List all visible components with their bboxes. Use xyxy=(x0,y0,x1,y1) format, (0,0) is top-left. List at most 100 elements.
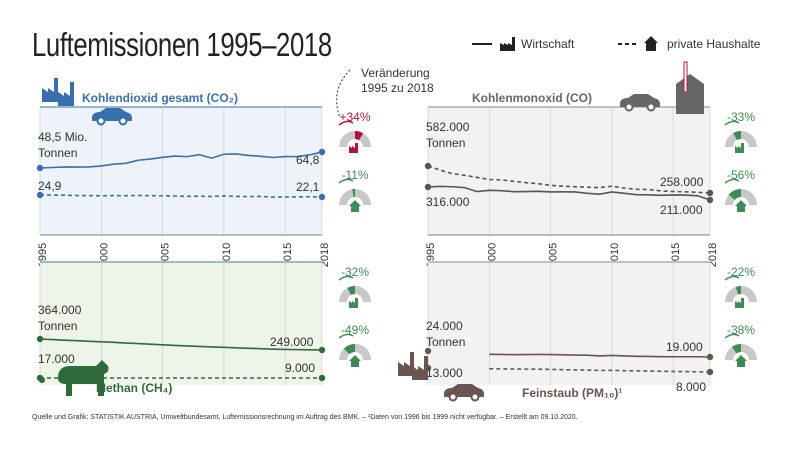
gauge-fill xyxy=(732,344,741,354)
co2-factory-icon xyxy=(42,78,58,102)
gauge-fill xyxy=(728,189,741,200)
series-start-point xyxy=(36,335,44,343)
change-gauge xyxy=(338,275,371,308)
data-label: Tonnen xyxy=(38,146,77,160)
gauge-fill xyxy=(735,286,741,295)
change-gauge xyxy=(724,178,757,212)
series-end-point xyxy=(706,353,714,361)
change-gauge xyxy=(338,178,371,212)
x-tick-label: 2000 xyxy=(98,243,110,267)
note-arrow xyxy=(336,69,351,119)
data-label: Tonnen xyxy=(38,319,77,333)
data-label: 13.000 xyxy=(426,366,463,380)
change-note: Veränderung 1995 zu 2018 xyxy=(361,66,434,95)
data-label: 24,9 xyxy=(38,179,62,193)
change-label: -22% xyxy=(727,265,755,279)
thermometer-icon xyxy=(683,61,688,93)
chart-title: Kohlenmonoxid (CO) xyxy=(472,91,592,105)
car-wheel-icon xyxy=(448,392,458,402)
source-footer: Quelle und Grafik: STATISTIK AUSTRIA, Um… xyxy=(32,414,578,421)
car-wheel-icon xyxy=(470,392,480,402)
factory-icon xyxy=(735,143,744,153)
data-label: 249.000 xyxy=(270,335,314,349)
series-start-point xyxy=(424,162,432,170)
change-label: -56% xyxy=(727,168,755,182)
change-gauge xyxy=(338,333,371,367)
x-tick-label: 2010 xyxy=(221,243,233,267)
data-label: 19.000 xyxy=(666,340,703,354)
x-tick-label: 2015 xyxy=(670,243,682,267)
gauge-fill xyxy=(733,131,741,141)
factory-icon xyxy=(349,298,358,308)
x-tick-label: 2005 xyxy=(160,243,172,267)
series-line xyxy=(39,194,323,198)
factory-icon xyxy=(349,143,358,153)
x-tick-label: 2018 xyxy=(707,243,719,267)
change-arrow xyxy=(724,275,740,281)
data-label: 316.000 xyxy=(426,195,470,209)
chart-title: Feinstaub (PM₁₀)¹ xyxy=(522,386,622,400)
x-tick-label: 1995 xyxy=(37,243,49,267)
x-tick-label: 1995 xyxy=(425,243,437,267)
chart-panel-background xyxy=(40,262,322,385)
data-label: 9.000 xyxy=(285,361,315,375)
x-tick-label: 2010 xyxy=(609,243,621,267)
series-line xyxy=(427,165,711,194)
house-icon xyxy=(644,36,658,51)
data-label: 8.000 xyxy=(676,380,706,394)
data-label: 48,5 Mio. xyxy=(38,130,87,144)
gauge-fill xyxy=(352,189,355,198)
house-icon xyxy=(676,74,704,114)
series-line xyxy=(39,151,323,169)
page-title: Luftemissionen 1995–2018 xyxy=(32,26,332,63)
change-arrow xyxy=(724,120,740,126)
house-icon xyxy=(735,355,747,367)
factory-icon xyxy=(500,37,515,51)
series-end-point xyxy=(706,196,714,204)
house-icon xyxy=(735,200,747,212)
data-label: 364.000 xyxy=(38,303,82,317)
series-end-point xyxy=(318,374,326,382)
series-start-point xyxy=(36,191,44,199)
gauge-fill xyxy=(355,131,364,141)
x-tick-label: 2000 xyxy=(486,243,498,267)
series-end-point xyxy=(706,368,714,376)
car-wheel-icon xyxy=(118,116,128,126)
data-label: 17.000 xyxy=(38,352,75,366)
series-line xyxy=(427,185,711,201)
chart-panel-background xyxy=(40,107,322,235)
gauge-fill xyxy=(343,344,355,355)
car-wheel-icon xyxy=(646,102,656,112)
change-label: -33% xyxy=(727,110,755,124)
data-label: 258.000 xyxy=(660,175,704,189)
change-label: -32% xyxy=(341,265,369,279)
data-label: 24.000 xyxy=(426,319,463,333)
house-icon xyxy=(349,200,361,212)
cow-icon xyxy=(58,360,109,396)
data-label: 211.000 xyxy=(660,203,703,217)
data-label: 64,8 xyxy=(296,153,320,167)
series-end-point xyxy=(318,346,326,354)
chart-panel-background xyxy=(428,107,710,235)
series-end-point xyxy=(318,148,326,156)
data-label: 582.000 xyxy=(426,120,470,134)
change-gauge xyxy=(724,333,757,367)
change-arrow xyxy=(338,333,354,339)
series-start-point xyxy=(424,347,432,355)
data-label: 22,1 xyxy=(296,180,320,194)
change-label: -11% xyxy=(341,168,368,182)
x-tick-label: 2005 xyxy=(548,243,560,267)
data-label: Tonnen xyxy=(426,136,465,150)
chart-title: Methan (CH₄) xyxy=(96,381,172,395)
pm-factory-icon xyxy=(398,352,414,376)
factory-icon xyxy=(735,298,744,308)
series-start-point xyxy=(36,164,44,172)
change-label: -38% xyxy=(727,323,755,337)
change-arrow xyxy=(724,333,740,339)
change-gauge xyxy=(724,275,757,308)
data-label: Tonnen xyxy=(426,335,465,349)
co2-factory-icon xyxy=(58,82,74,106)
series-line xyxy=(39,338,323,351)
series-start-point xyxy=(424,183,432,191)
